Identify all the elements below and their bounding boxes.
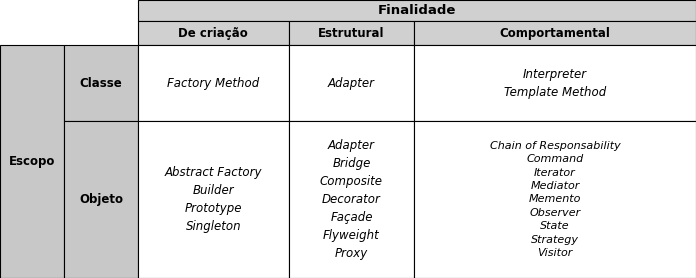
Text: Classe: Classe	[79, 77, 122, 90]
Bar	[138, 45, 289, 121]
Bar	[289, 45, 414, 121]
Text: Finalidade: Finalidade	[378, 4, 456, 17]
Text: Adapter: Adapter	[328, 77, 375, 90]
Bar	[138, 0, 696, 21]
Bar	[414, 45, 696, 121]
Text: Abstract Factory
Builder
Prototype
Singleton: Abstract Factory Builder Prototype Singl…	[164, 166, 262, 233]
Text: Adapter
Bridge
Composite
Decorator
Façade
Flyweight
Proxy: Adapter Bridge Composite Decorator Façad…	[320, 139, 383, 260]
Text: Escopo: Escopo	[9, 155, 55, 168]
Bar	[138, 21, 289, 45]
Bar	[0, 45, 64, 278]
Text: Comportamental: Comportamental	[500, 27, 610, 40]
Bar	[64, 45, 138, 121]
Bar	[289, 121, 414, 278]
Text: De criação: De criação	[178, 27, 248, 40]
Bar	[414, 121, 696, 278]
Bar	[138, 121, 289, 278]
Bar	[289, 21, 414, 45]
Bar	[414, 21, 696, 45]
Text: Objeto: Objeto	[79, 193, 123, 206]
Text: Interpreter
Template Method: Interpreter Template Method	[504, 68, 606, 99]
Text: Factory Method: Factory Method	[167, 77, 260, 90]
Bar	[64, 121, 138, 278]
Text: Estrutural: Estrutural	[318, 27, 385, 40]
Text: Chain of Responsability
Command
Iterator
Mediator
Memento
Observer
State
Strateg: Chain of Responsability Command Iterator…	[490, 141, 620, 258]
